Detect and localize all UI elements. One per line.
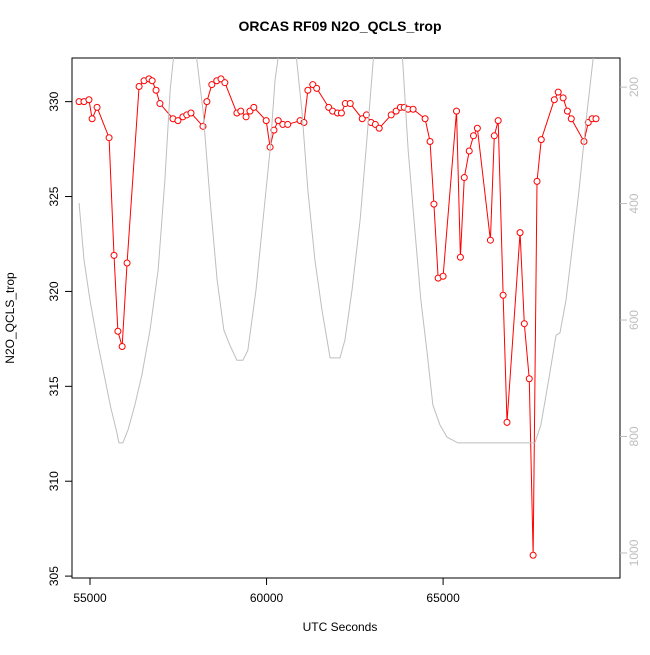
y-tick-label: 325 [47, 186, 61, 206]
data-point [516, 229, 524, 237]
data-point [533, 177, 541, 185]
data-point [592, 115, 600, 123]
data-point [135, 82, 143, 90]
y-tick-label: 330 [47, 91, 61, 111]
data-point [409, 105, 417, 113]
data-point [559, 94, 567, 102]
data-point [460, 174, 468, 182]
y2-tick-label: 200 [627, 77, 641, 97]
data-point [274, 117, 282, 125]
y-tick-label: 310 [47, 471, 61, 491]
data-point [430, 200, 438, 208]
data-point [525, 375, 533, 383]
data-point [105, 134, 113, 142]
data-point [362, 111, 370, 119]
data-point [313, 84, 321, 92]
data-point [199, 122, 207, 130]
data-point [187, 109, 195, 117]
data-point [88, 115, 96, 123]
data-point [554, 88, 562, 96]
data-point [242, 113, 250, 121]
data-point [85, 96, 93, 104]
data-line [79, 78, 596, 556]
data-point [494, 117, 502, 125]
data-point [237, 107, 245, 115]
data-point [110, 251, 118, 259]
data-point [358, 115, 366, 123]
data-point [174, 117, 182, 125]
data-point [465, 147, 473, 155]
x-axis-label: UTC Seconds [303, 620, 378, 634]
pressure-line [78, 58, 594, 444]
y-axis-label: N2O_QCLS_trop [3, 272, 17, 364]
y-tick-label: 305 [47, 566, 61, 586]
data-point [486, 236, 494, 244]
y2-tick-label: 400 [627, 193, 641, 213]
data-point [93, 103, 101, 111]
data-point [567, 115, 575, 123]
x-tick-label: 65000 [426, 591, 460, 605]
x-tick-label: 55000 [73, 591, 107, 605]
data-point [284, 120, 292, 128]
y2-tick-label: 800 [627, 426, 641, 446]
y2-tick-label: 1000 [627, 539, 641, 566]
data-point [337, 109, 345, 117]
data-point [490, 132, 498, 140]
data-point [550, 96, 558, 104]
y-tick-label: 315 [47, 376, 61, 396]
data-point [118, 342, 126, 350]
data-point [375, 124, 383, 132]
data-point [529, 551, 537, 559]
data-point [250, 103, 258, 111]
data-point [270, 126, 278, 134]
data-point [563, 107, 571, 115]
plot-box [71, 57, 621, 579]
y2-tick-label: 600 [627, 310, 641, 330]
data-point [456, 253, 464, 261]
data-point [304, 86, 312, 94]
data-point [123, 259, 131, 267]
data-point [262, 117, 270, 125]
data-point [421, 115, 429, 123]
data-point [152, 86, 160, 94]
data-point [499, 291, 507, 299]
data-point [503, 418, 511, 426]
data-point [300, 119, 308, 127]
data-point [208, 81, 216, 89]
data-point [387, 111, 395, 119]
data-point [148, 77, 156, 85]
data-point [453, 107, 461, 115]
data-point [203, 98, 211, 106]
y-tick-label: 320 [47, 281, 61, 301]
data-point [469, 132, 477, 140]
data-point [114, 327, 122, 335]
data-point [346, 100, 354, 108]
data-point [520, 320, 528, 328]
data-point [392, 107, 400, 115]
data-point [537, 136, 545, 144]
data-point [439, 272, 447, 280]
data-point [156, 100, 164, 108]
x-tick-label: 60000 [250, 591, 284, 605]
data-point [221, 79, 229, 87]
chart-title: ORCAS RF09 N2O_QCLS_trop [238, 18, 441, 34]
data-point [473, 124, 481, 132]
data-point [426, 138, 434, 146]
